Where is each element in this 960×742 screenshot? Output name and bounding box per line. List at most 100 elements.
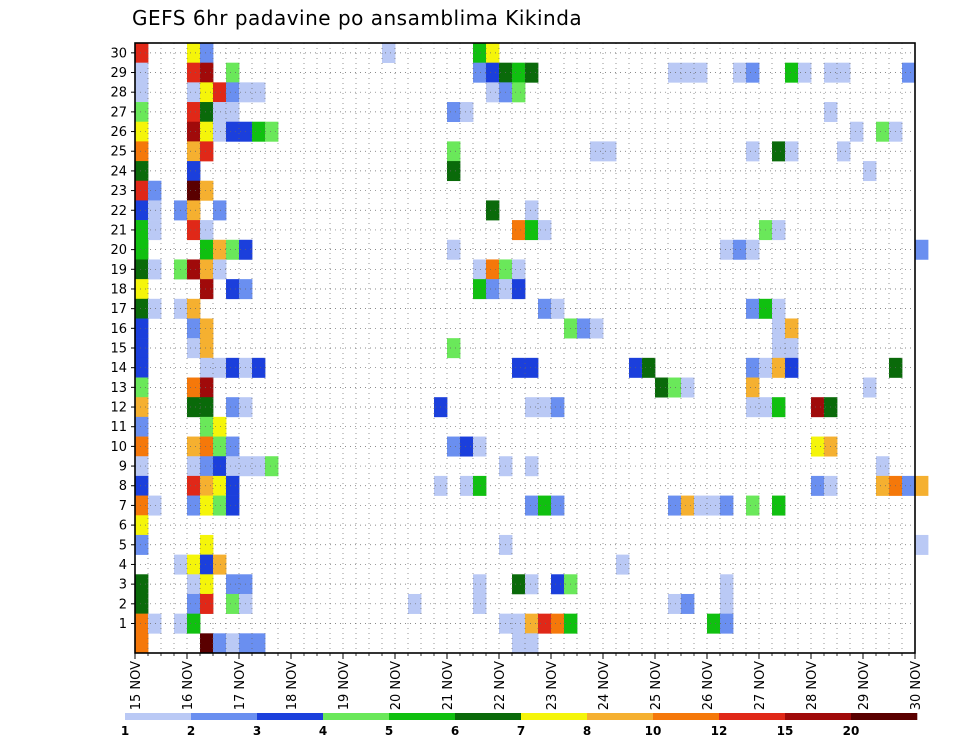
heatmap-cell [200,102,214,123]
heatmap-cell [616,554,630,575]
heatmap-cell [213,239,227,260]
heatmap-cell [551,397,565,418]
heatmap-cell [746,239,760,260]
heatmap-cell [720,593,734,614]
heatmap-cell [512,613,526,634]
heatmap-cell [798,62,812,83]
x-tick-label: 26 NOV [701,661,716,710]
heatmap-cell [525,62,539,83]
heatmap-cell [200,279,214,300]
y-tick-label: 30 [110,46,127,61]
heatmap-cell [746,141,760,162]
heatmap-cell [135,515,149,536]
heatmap-cell [746,397,760,418]
x-tick-label: 28 NOV [805,661,820,710]
heatmap-cell [252,82,266,103]
y-tick-label: 11 [110,420,127,435]
heatmap-cell [135,613,149,634]
y-tick-label: 13 [110,381,127,396]
heatmap-cell [746,495,760,516]
heatmap-cell [785,357,799,378]
heatmap-cell [265,456,279,477]
heatmap-cell [213,554,227,575]
heatmap-cell [226,436,240,457]
heatmap-cell [187,259,201,280]
heatmap-cell [135,102,149,123]
heatmap-cell [187,298,201,319]
heatmap-cell [135,82,149,103]
heatmap-cell [213,456,227,477]
colorbar-label: 8 [583,724,591,738]
colorbar-segment [719,713,786,720]
heatmap-cell [486,259,500,280]
y-tick-label: 16 [110,322,127,337]
heatmap-cell [707,495,721,516]
heatmap-cell [187,141,201,162]
colorbar-segment [587,713,654,720]
heatmap-cell [148,495,162,516]
heatmap-cell [200,141,214,162]
colorbar-segment [521,713,588,720]
heatmap-cell [707,613,721,634]
heatmap-cell [460,436,474,457]
heatmap-cell [200,318,214,339]
x-tick-label: 17 NOV [233,661,248,710]
heatmap-cell [226,574,240,595]
colorbar-label: 7 [517,724,525,738]
colorbar-label: 3 [253,724,261,738]
heatmap-cell [785,318,799,339]
heatmap-cell [200,495,214,516]
y-tick-label: 29 [110,66,127,81]
heatmap-cell [473,62,487,83]
heatmap-cell [187,613,201,634]
heatmap-cell [681,593,695,614]
colorbar-label: 10 [645,724,662,738]
heatmap-cell [187,200,201,221]
y-tick-label: 21 [110,223,127,238]
heatmap-cell [668,593,682,614]
heatmap-cell [148,613,162,634]
heatmap-cell [226,357,240,378]
heatmap-cell [486,200,500,221]
heatmap-cell [681,377,695,398]
heatmap-cell [226,239,240,260]
y-tick-label: 3 [119,578,127,593]
heatmap-cell [135,121,149,142]
heatmap-cell [408,593,422,614]
y-tick-label: 19 [110,263,127,278]
heatmap-cell [135,161,149,182]
heatmap-cell [460,475,474,496]
heatmap-cell [668,377,682,398]
x-tick-label: 20 NOV [389,661,404,710]
colorbar-segment [455,713,522,720]
heatmap-cell [213,633,227,654]
heatmap-cell [135,397,149,418]
heatmap-cell [265,121,279,142]
y-tick-label: 24 [110,164,127,179]
heatmap-cell [746,62,760,83]
heatmap-cell [226,102,240,123]
heatmap-cell [733,62,747,83]
heatmap-cell [200,554,214,575]
heatmap-cell [200,377,214,398]
colorbar-segment [323,713,390,720]
y-tick-label: 28 [110,86,127,101]
heatmap-cell [551,613,565,634]
heatmap-cell [473,279,487,300]
x-tick-label: 21 NOV [441,661,456,710]
heatmap-cell [538,495,552,516]
heatmap-cell [200,456,214,477]
heatmap-cell [382,43,396,63]
colorbar-label: 15 [777,724,794,738]
heatmap-cell [525,397,539,418]
heatmap-cell [135,574,149,595]
heatmap-cell [447,161,461,182]
heatmap-cell [200,633,214,654]
x-tick-label: 16 NOV [181,661,196,710]
heatmap-cell [785,141,799,162]
x-tick-label: 25 NOV [649,661,664,710]
heatmap-cell [213,82,227,103]
colorbar-label: 6 [451,724,459,738]
heatmap-cell [512,357,526,378]
